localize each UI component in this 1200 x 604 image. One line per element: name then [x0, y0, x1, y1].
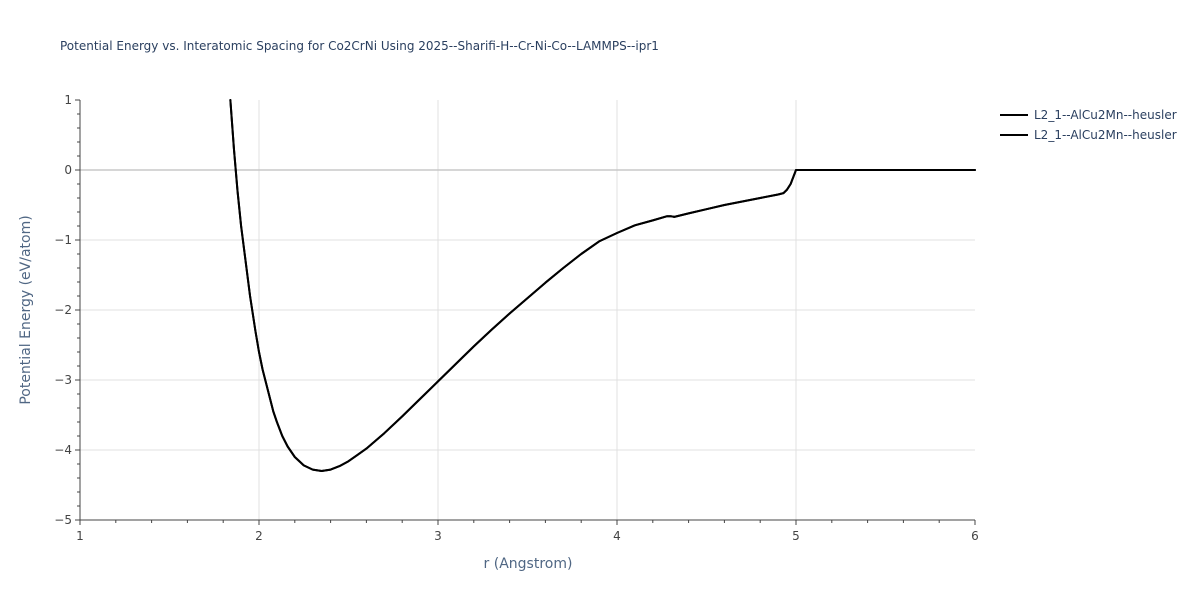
chart-title: Potential Energy vs. Interatomic Spacing… — [60, 39, 659, 53]
y-tick-label: −1 — [54, 233, 72, 247]
axes: 1 2 3 4 5 6 1 0 −1 −2 −3 −4 −5 — [54, 93, 979, 543]
x-tick-label: 2 — [255, 529, 263, 543]
y-tick-label: −3 — [54, 373, 72, 387]
series-line-2 — [229, 99, 976, 472]
legend-label: L2_1--AlCu2Mn--heusler — [1034, 108, 1177, 122]
y-tick-label: 1 — [64, 93, 72, 107]
legend-item-2[interactable]: L2_1--AlCu2Mn--heusler — [1000, 128, 1177, 142]
x-axis-title: r (Angstrom) — [484, 556, 573, 572]
x-tick-label: 4 — [613, 529, 621, 543]
grid — [80, 100, 975, 520]
y-tick-label: 0 — [64, 163, 72, 177]
x-tick-label: 5 — [792, 529, 800, 543]
x-tick-label: 6 — [971, 529, 979, 543]
x-tick-label: 3 — [434, 529, 442, 543]
y-tick-label: −2 — [54, 303, 72, 317]
series-line-1 — [229, 99, 976, 472]
y-axis-title: Potential Energy (eV/atom) — [18, 215, 34, 404]
legend-label: L2_1--AlCu2Mn--heusler — [1034, 128, 1177, 142]
y-tick-label: −4 — [54, 443, 72, 457]
legend[interactable]: L2_1--AlCu2Mn--heusler L2_1--AlCu2Mn--heu… — [1000, 108, 1177, 142]
y-tick-label: −5 — [54, 513, 72, 527]
x-tick-label: 1 — [76, 529, 84, 543]
series-layer — [229, 99, 976, 472]
legend-item-1[interactable]: L2_1--AlCu2Mn--heusler — [1000, 108, 1177, 122]
